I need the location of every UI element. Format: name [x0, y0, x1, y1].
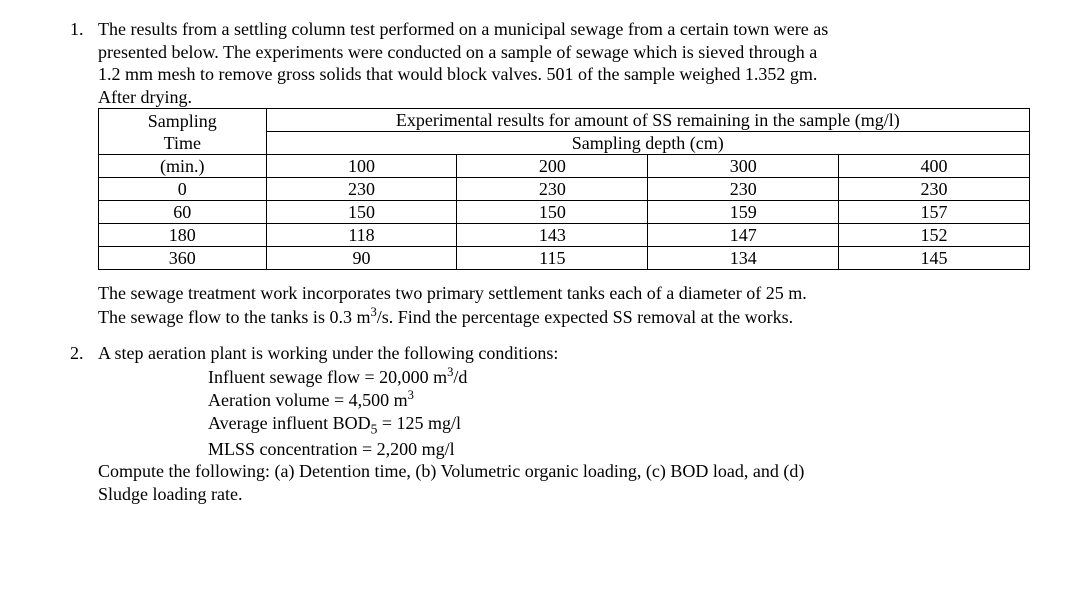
cell-val: 152: [839, 224, 1030, 247]
q1-intro-line-2: presented below. The experiments were co…: [98, 41, 1030, 64]
q1-post-line-2: The sewage flow to the tanks is 0.3 m3/s…: [98, 305, 1030, 329]
depth-300: 300: [648, 155, 839, 178]
table-header-results: Experimental results for amount of SS re…: [266, 109, 1029, 132]
depth-200: 200: [457, 155, 648, 178]
cell-time: 360: [99, 247, 267, 270]
table-header-depth: Sampling depth (cm): [266, 132, 1029, 155]
question-1: 1. The results from a settling column te…: [70, 18, 1030, 328]
q2-intro: A step aeration plant is working under t…: [98, 342, 1030, 365]
q2-c2a: Aeration volume = 4,500 m: [208, 390, 408, 410]
cell-val: 230: [457, 178, 648, 201]
q1-intro-line-3: 1.2 mm mesh to remove gross solids that …: [98, 63, 1030, 86]
sup-3: 3: [408, 388, 414, 402]
q2-c1a: Influent sewage flow = 20,000 m: [208, 367, 447, 387]
table-row: 0 230 230 230 230: [99, 178, 1030, 201]
q1-post-2b: /s. Find the percentage expected SS remo…: [377, 307, 793, 327]
cell-val: 230: [839, 178, 1030, 201]
cell-val: 157: [839, 201, 1030, 224]
cell-val: 150: [266, 201, 457, 224]
time-header-l2: Time: [164, 133, 201, 153]
question-2: 2. A step aeration plant is working unde…: [70, 342, 1030, 505]
cell-val: 90: [266, 247, 457, 270]
q2-tail-1: Compute the following: (a) Detention tim…: [98, 460, 1030, 483]
q2-cond-1: Influent sewage flow = 20,000 m3/d: [208, 365, 1030, 389]
cell-val: 159: [648, 201, 839, 224]
cell-time: 0: [99, 178, 267, 201]
cell-val: 150: [457, 201, 648, 224]
q2-c3b: = 125 mg/l: [377, 413, 461, 433]
cell-val: 230: [266, 178, 457, 201]
table-header-time: Sampling Time: [99, 109, 267, 155]
cell-val: 118: [266, 224, 457, 247]
depth-400: 400: [839, 155, 1030, 178]
cell-val: 147: [648, 224, 839, 247]
q1-post-2a: The sewage flow to the tanks is 0.3 m: [98, 307, 370, 327]
cell-time: 180: [99, 224, 267, 247]
cell-time: 60: [99, 201, 267, 224]
q2-conditions: Influent sewage flow = 20,000 m3/d Aerat…: [98, 365, 1030, 461]
question-1-body: The results from a settling column test …: [98, 18, 1030, 328]
question-2-number: 2.: [70, 342, 98, 505]
depth-100: 100: [266, 155, 457, 178]
q2-cond-3: Average influent BOD5 = 125 mg/l: [208, 412, 1030, 438]
q1-post-line-1: The sewage treatment work incorporates t…: [98, 282, 1030, 305]
time-header-l1: Sampling: [148, 111, 217, 131]
q2-cond-2: Aeration volume = 4,500 m3: [208, 388, 1030, 412]
q1-intro-line-4: After drying.: [98, 86, 1030, 109]
q1-intro-line-1: The results from a settling column test …: [98, 18, 1030, 41]
q2-tail-2: Sludge loading rate.: [98, 483, 1030, 506]
table-row: 60 150 150 159 157: [99, 201, 1030, 224]
settling-results-table: Sampling Time Experimental results for a…: [98, 108, 1030, 270]
cell-val: 143: [457, 224, 648, 247]
q2-cond-4: MLSS concentration = 2,200 mg/l: [208, 438, 1030, 461]
table-row: 360 90 115 134 145: [99, 247, 1030, 270]
question-1-number: 1.: [70, 18, 98, 328]
cell-val: 145: [839, 247, 1030, 270]
question-2-body: A step aeration plant is working under t…: [98, 342, 1030, 505]
cell-val: 115: [457, 247, 648, 270]
table-row: 180 118 143 147 152: [99, 224, 1030, 247]
cell-val: 134: [648, 247, 839, 270]
q2-c3a: Average influent BOD: [208, 413, 371, 433]
q2-c1b: /d: [453, 367, 467, 387]
cell-val: 230: [648, 178, 839, 201]
time-header-l3: (min.): [99, 155, 267, 178]
